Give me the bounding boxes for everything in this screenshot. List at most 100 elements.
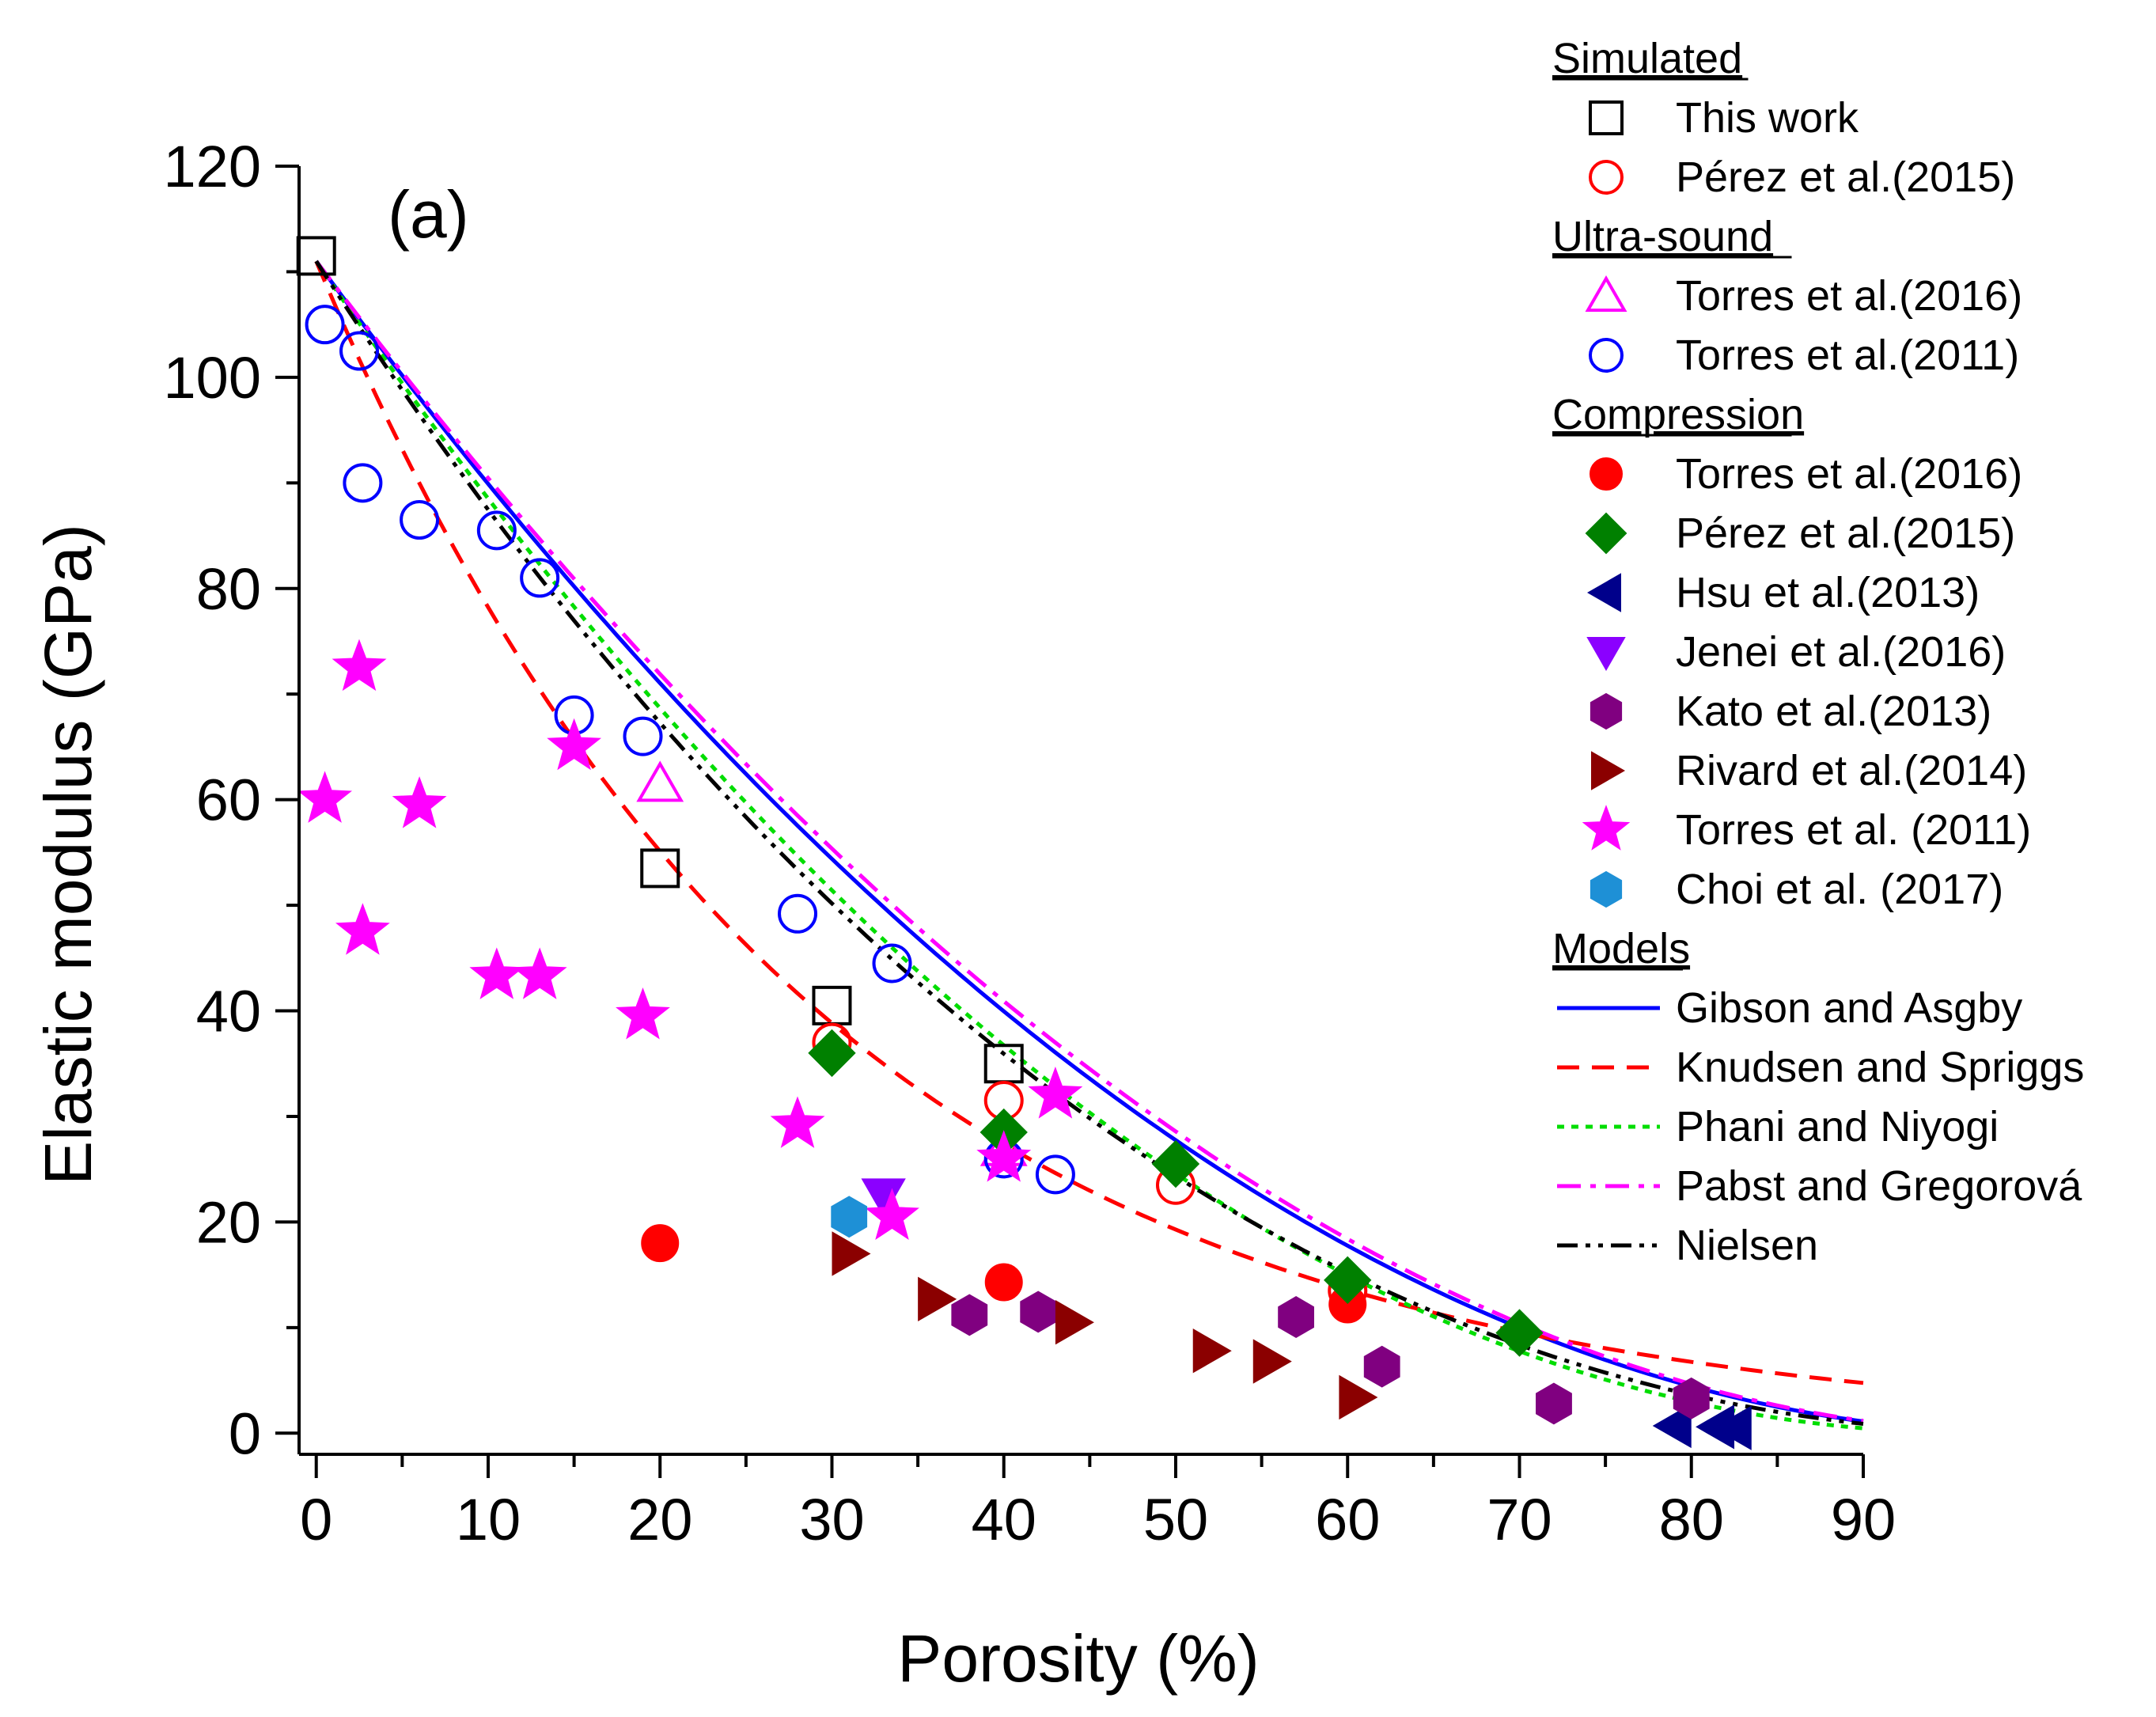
legend-label-torres-et-al-2011: Torres et al. (2011) (1676, 806, 2031, 854)
data-point-compression-torres-et-al-2011 (512, 947, 567, 999)
legend-label-this-work: This work (1676, 94, 1859, 142)
y-tick-label: 20 (196, 1189, 261, 1255)
data-point-compression-torres-et-al-2011 (297, 771, 353, 823)
data-point-ultra-sound-torres-et-al-2011 (400, 500, 440, 540)
panel-label: (a) (388, 177, 469, 252)
legend-label-choi-et-al-2017: Choi et al. (2017) (1676, 866, 2003, 913)
legend-label-jenei-et-al-2016: Jenei et al.(2016) (1676, 628, 2006, 676)
data-point-compression-kato-et-al-2013 (1673, 1377, 1710, 1419)
model-curve-phani-and-niyogi (314, 260, 1864, 1431)
y-tick-label: 60 (196, 768, 261, 833)
data-point-compression-p-rez-et-al-2015 (1151, 1139, 1200, 1188)
legend-label-torres-et-al-2016: Torres et al.(2016) (1676, 450, 2022, 498)
axes: 0 10 20 30 40 50 60 70 80 90 0 20 40 60 80 100 120 (164, 134, 1896, 1552)
data-point-compression-torres-et-al-2011 (976, 1130, 1032, 1182)
data-point-ultra-sound-torres-et-al-2011 (778, 893, 818, 934)
legend-symbol-rivard-et-al-2014 (1591, 751, 1626, 790)
y-tick-label: 0 (229, 1401, 261, 1466)
model-curve-gibson-and-asgby (314, 260, 1864, 1423)
data-point-compression-rivard-et-al-2014 (1192, 1328, 1232, 1374)
legend-label-phani-and-niyogi: Phani and Niyogi (1676, 1103, 1999, 1150)
data-point-ultra-sound-torres-et-al-2011 (339, 331, 380, 371)
y-tick-label: 40 (196, 979, 261, 1044)
data-point-compression-torres-et-al-2016 (984, 1263, 1023, 1302)
legend-label-torres-et-al-2011: Torres et al.(2011) (1676, 332, 2019, 379)
legend: Simulated This work Pérez et al.(2015) Ultr… (1552, 35, 2084, 1269)
data-point-compression-kato-et-al-2013 (1363, 1345, 1400, 1388)
legend-label-rivard-et-al-2014: Rivard et al.(2014) (1676, 747, 2027, 794)
data-point-compression-choi-et-al-2017 (831, 1196, 868, 1238)
data-point-compression-p-rez-et-al-2015 (1324, 1256, 1372, 1304)
x-tick-label: 40 (972, 1487, 1036, 1552)
model-curve-nielsen (314, 260, 1864, 1426)
y-tick-label: 120 (164, 134, 261, 199)
data-point-compression-torres-et-al-2011 (770, 1096, 825, 1148)
legend-label-gibson-and-asgby: Gibson and Asgby (1676, 984, 2022, 1032)
legend-symbol-kato-et-al-2013 (1590, 692, 1623, 730)
legend-symbol-hsu-et-al-2013 (1586, 573, 1621, 612)
data-point-ultra-sound-torres-et-al-2011 (343, 463, 383, 503)
legend-symbol-this-work (1589, 100, 1624, 135)
plot-area (296, 236, 1864, 1450)
data-point-compression-torres-et-al-2011 (865, 1188, 919, 1241)
data-point-compression-torres-et-al-2011 (469, 947, 525, 999)
legend-symbol-torres-et-al-2016 (1590, 457, 1623, 491)
x-tick-label: 0 (300, 1487, 332, 1552)
data-point-compression-rivard-et-al-2014 (1055, 1300, 1094, 1345)
data-point-ultra-sound-torres-et-al-2011 (476, 510, 517, 551)
data-point-compression-kato-et-al-2013 (951, 1294, 988, 1336)
legend-symbol-jenei-et-al-2016 (1586, 637, 1626, 672)
legend-label-hsu-et-al-2013: Hsu et al.(2013) (1676, 569, 1980, 616)
data-point-compression-rivard-et-al-2014 (1339, 1374, 1378, 1420)
data-point-compression-kato-et-al-2013 (1278, 1296, 1314, 1338)
data-point-compression-torres-et-al-2011 (332, 639, 387, 692)
y-axis-title: Elastic modulus (GPa) (31, 524, 105, 1185)
legend-symbol-p-rez-et-al-2015 (1585, 512, 1627, 555)
legend-label-knudsen-and-spriggs: Knudsen and Spriggs (1676, 1044, 2084, 1091)
data-point-simulated-this-work (640, 848, 680, 889)
data-point-compression-p-rez-et-al-2015 (1495, 1309, 1544, 1357)
y-tick-label: 80 (196, 556, 261, 622)
legend-symbol-p-rez-et-al-2015 (1589, 160, 1624, 195)
legend-label-p-rez-et-al-2015: Pérez et al.(2015) (1676, 154, 2015, 201)
legend-label-pabst-and-gregorov: Pabst and Gregorová (1676, 1162, 2082, 1210)
model-curve-pabst-and-gregorov (314, 260, 1864, 1423)
legend-label-torres-et-al-2016: Torres et al.(2016) (1676, 272, 2022, 320)
data-point-compression-kato-et-al-2013 (1020, 1291, 1057, 1333)
data-point-ultra-sound-torres-et-al-2011 (872, 943, 912, 984)
data-point-compression-torres-et-al-2011 (1028, 1067, 1083, 1119)
data-point-simulated-this-work (296, 236, 336, 276)
y-tick-label: 100 (164, 345, 261, 411)
x-tick-label: 20 (627, 1487, 692, 1552)
data-point-ultra-sound-torres-et-al-2011 (520, 558, 560, 598)
data-point-simulated-this-work (812, 985, 852, 1025)
data-point-compression-torres-et-al-2011 (392, 776, 447, 828)
data-point-ultra-sound-torres-et-al-2016 (636, 760, 684, 802)
data-point-compression-rivard-et-al-2014 (832, 1231, 871, 1276)
legend-symbol-torres-et-al-2011 (1582, 805, 1631, 851)
legend-group-title: Models (1552, 925, 1690, 972)
legend-label-kato-et-al-2013: Kato et al.(2013) (1676, 688, 1991, 735)
model-curve-knudsen-and-spriggs (314, 260, 1864, 1385)
data-point-compression-torres-et-al-2011 (335, 903, 390, 955)
legend-symbol-torres-et-al-2011 (1589, 338, 1624, 373)
data-point-simulated-this-work (983, 1044, 1024, 1084)
legend-group-title: Ultra-sound (1552, 213, 1773, 260)
x-tick-label: 60 (1315, 1487, 1380, 1552)
data-point-compression-hsu-et-al-2013 (1712, 1405, 1752, 1450)
legend-group-title: Simulated (1552, 35, 1742, 82)
x-tick-label: 70 (1487, 1487, 1552, 1552)
x-axis-title: Porosity (%) (897, 1621, 1259, 1696)
x-tick-label: 90 (1831, 1487, 1896, 1552)
data-point-compression-torres-et-al-2016 (641, 1224, 680, 1263)
data-point-ultra-sound-torres-et-al-2011 (305, 305, 345, 345)
legend-label-p-rez-et-al-2015: Pérez et al.(2015) (1676, 510, 2015, 557)
data-point-compression-torres-et-al-2011 (616, 987, 670, 1040)
data-point-compression-p-rez-et-al-2015 (808, 1029, 856, 1078)
x-tick-label: 30 (799, 1487, 864, 1552)
data-point-compression-torres-et-al-2011 (547, 718, 602, 771)
x-tick-label: 10 (456, 1487, 521, 1552)
data-point-compression-hsu-et-al-2013 (1652, 1403, 1692, 1449)
data-point-compression-rivard-et-al-2014 (1252, 1339, 1292, 1384)
